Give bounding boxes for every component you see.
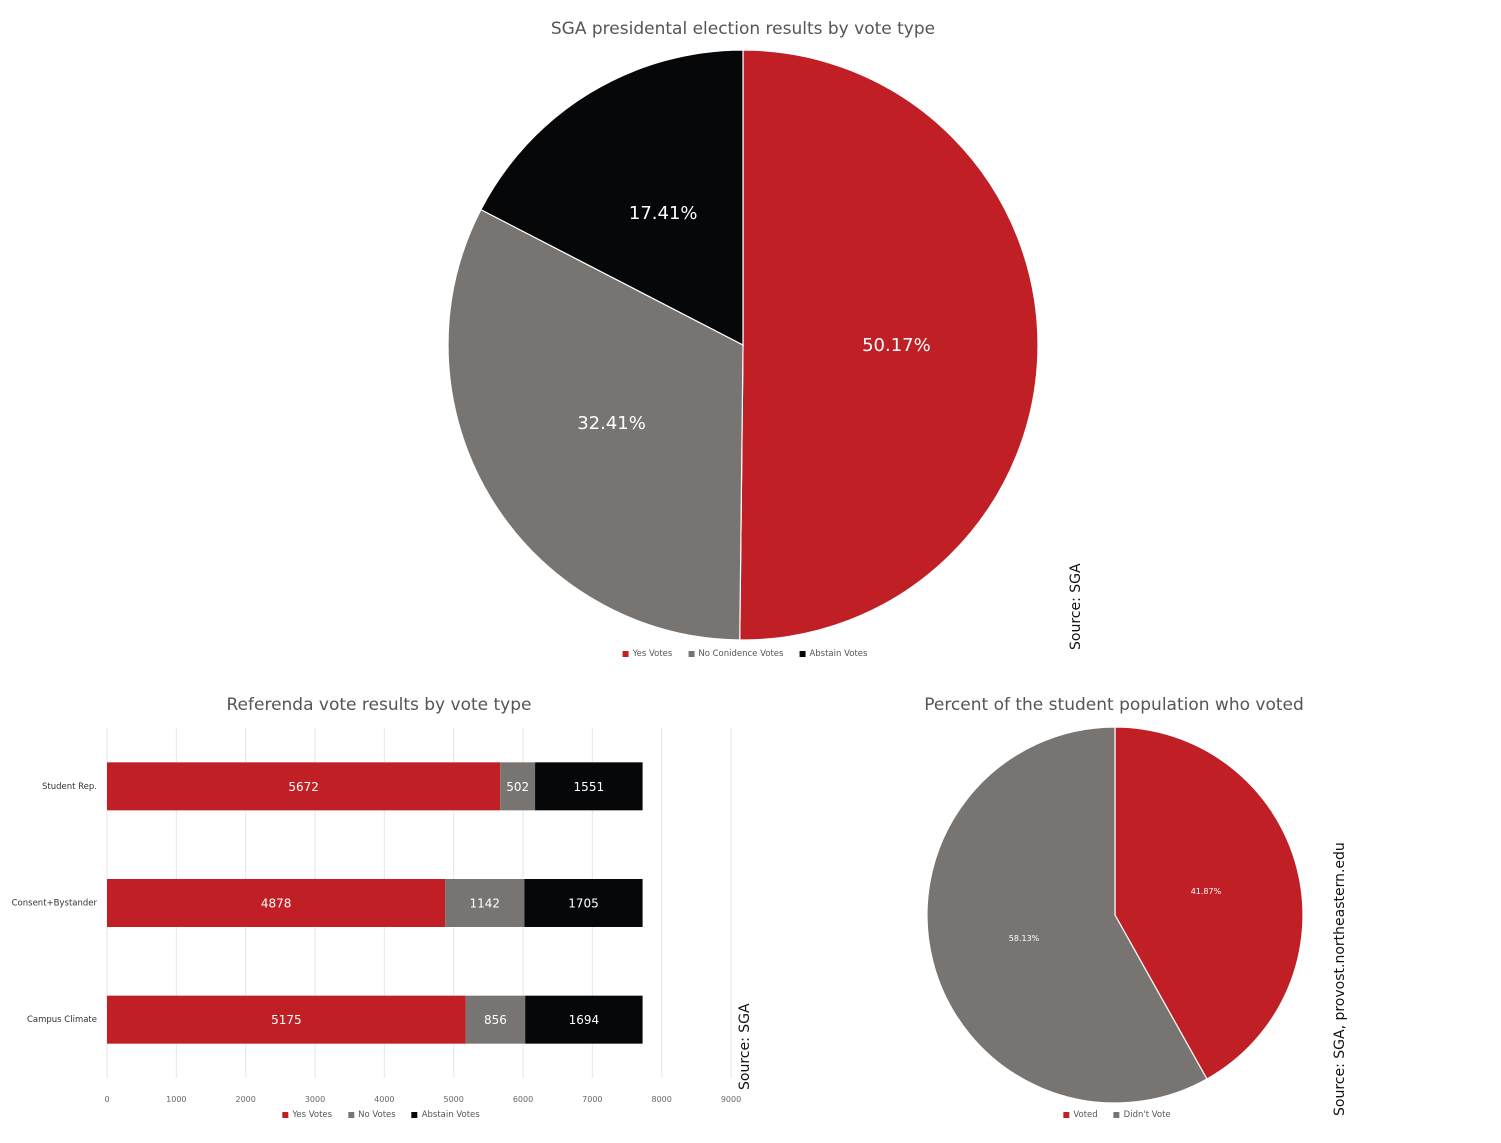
referenda-chart-title: Referenda vote results by vote type xyxy=(226,695,532,715)
category-label-consent-bystander: Consent+Bystander xyxy=(12,899,98,909)
legend-label: Abstain Votes xyxy=(421,1110,480,1120)
bar-value-label: 1551 xyxy=(574,780,605,794)
legend-swatch xyxy=(282,1112,289,1118)
legend-swatch xyxy=(1063,1112,1070,1118)
x-tick-label: 9000 xyxy=(721,1095,741,1104)
legend-label: No Conidence Votes xyxy=(698,649,784,659)
turnout-pie-chart: 41.87% 58.13% xyxy=(926,726,1304,1104)
x-tick-label: 6000 xyxy=(513,1095,533,1104)
legend-item-no-votes: No Votes xyxy=(348,1110,396,1120)
bar-value-label: 1142 xyxy=(470,897,501,911)
legend-swatch xyxy=(688,651,695,657)
legend-label: Voted xyxy=(1073,1110,1098,1120)
bar-yes-votes-campus-climate xyxy=(107,995,466,1044)
legend-label: Yes Votes xyxy=(632,649,673,659)
bar-value-label: 856 xyxy=(484,1013,507,1027)
pie-label-voted: 41.87% xyxy=(1191,887,1222,896)
presidential-source: Source: SGA xyxy=(1068,563,1084,650)
pie-label-abstain-votes: 17.41% xyxy=(629,203,698,224)
legend-swatch xyxy=(1113,1112,1120,1118)
x-tick-label: 3000 xyxy=(305,1095,325,1104)
legend-item-didn-t-vote: Didn't Vote xyxy=(1113,1110,1171,1120)
legend-item-abstain-votes: Abstain Votes xyxy=(411,1110,480,1120)
x-tick-label: 0 xyxy=(104,1095,109,1104)
referenda-source: Source: SGA xyxy=(737,1003,753,1090)
pie-label-yes-votes: 50.17% xyxy=(862,335,931,356)
bar-abstain-votes-student-rep xyxy=(535,762,643,811)
x-tick-label: 2000 xyxy=(235,1095,255,1104)
bar-abstain-votes-consent-bystander xyxy=(524,879,643,927)
bar-no-votes-student-rep xyxy=(500,762,536,811)
bar-yes-votes-consent-bystander xyxy=(107,879,446,927)
legend-label: Abstain Votes xyxy=(809,649,868,659)
turnout-chart-title: Percent of the student population who vo… xyxy=(924,695,1304,715)
pie-label-no-conidence-votes: 32.41% xyxy=(577,413,646,434)
bar-value-label: 502 xyxy=(506,780,529,794)
x-tick-label: 1000 xyxy=(166,1095,186,1104)
pie-slice-abstain-votes xyxy=(480,49,744,346)
legend-label: Yes Votes xyxy=(292,1110,333,1120)
pie-slice-didn-t-vote xyxy=(926,726,1208,1104)
category-label-campus-climate: Campus Climate xyxy=(27,1015,97,1025)
pie-slice-voted xyxy=(1114,726,1304,1080)
pie-label-didn-t-vote: 58.13% xyxy=(1009,934,1040,943)
category-label-student-rep: Student Rep. xyxy=(42,782,97,792)
bar-value-label: 1694 xyxy=(569,1013,600,1027)
bar-no-votes-campus-climate xyxy=(465,995,526,1044)
legend-swatch xyxy=(799,651,806,657)
legend-item-yes-votes: Yes Votes xyxy=(622,649,673,659)
pie-slice-yes-votes xyxy=(739,49,1039,641)
legend-item-voted: Voted xyxy=(1063,1110,1098,1120)
referenda-bar-chart: 0 1000 2000 3000 4000 5000 6000 7000 8000 9000 Stu… xyxy=(12,728,741,1104)
bar-value-label: 5672 xyxy=(288,780,319,794)
legend-item-abstain-votes: Abstain Votes xyxy=(799,649,867,659)
bar-value-label: 4878 xyxy=(261,897,292,911)
presidential-legend: Yes Votes No Conidence Votes Abstain Votes xyxy=(622,649,867,659)
legend-item-yes-votes: Yes Votes xyxy=(282,1110,332,1120)
legend-swatch xyxy=(622,651,629,657)
bar-abstain-votes-campus-climate xyxy=(525,995,643,1044)
bar-value-label: 1705 xyxy=(568,897,599,911)
bar-value-label: 5175 xyxy=(271,1013,302,1027)
referenda-legend: Yes Votes No Votes Abstain Votes xyxy=(282,1110,480,1120)
pie-slice-no-conidence-votes xyxy=(447,208,744,641)
bar-no-votes-consent-bystander xyxy=(445,879,525,927)
turnout-source: Source: SGA, provost.northeastern.edu xyxy=(1332,842,1348,1116)
presidential-pie-chart: 50.17% 32.41% 17.41% xyxy=(447,49,1039,641)
legend-swatch xyxy=(348,1112,355,1118)
legend-label: Didn't Vote xyxy=(1123,1110,1171,1120)
bar-yes-votes-student-rep xyxy=(107,762,501,811)
turnout-legend: Voted Didn't Vote xyxy=(1063,1110,1171,1120)
x-tick-label: 5000 xyxy=(443,1095,463,1104)
legend-swatch xyxy=(411,1112,418,1118)
x-tick-label: 4000 xyxy=(374,1095,394,1104)
x-tick-label: 8000 xyxy=(651,1095,671,1104)
legend-label: No Votes xyxy=(358,1110,396,1120)
presidential-chart-title: SGA presidental election results by vote… xyxy=(550,19,936,39)
x-tick-label: 7000 xyxy=(582,1095,602,1104)
legend-item-no-conidence-votes: No Conidence Votes xyxy=(688,649,783,659)
